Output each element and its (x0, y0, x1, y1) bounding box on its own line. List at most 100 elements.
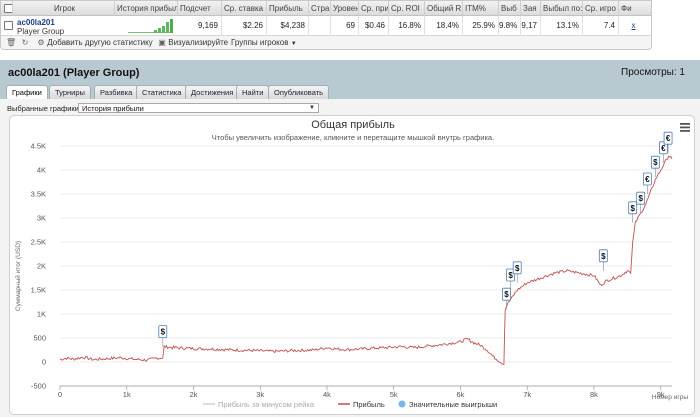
menu-icon[interactable] (680, 123, 690, 132)
big-win-symbol: $ (630, 204, 635, 213)
col-avg-roi[interactable]: Ср. ROI (389, 1, 425, 16)
chart-select[interactable]: История прибыли ▼ (78, 103, 319, 113)
legend-item-profit[interactable]: Прибыль (338, 400, 385, 409)
big-win-markers: $$$$$$$€$€€ (158, 131, 673, 347)
x-tick-label: 7k (523, 390, 531, 399)
chart-container[interactable]: Общая прибыль Чтобы увеличить изображени… (9, 115, 695, 415)
big-win-flag[interactable]: $ (506, 268, 515, 290)
chevron-down-icon: ▼ (290, 41, 297, 47)
cell-avg-stake: $2.26 (222, 16, 267, 36)
tab-tournaments[interactable]: Турниры (49, 85, 91, 99)
add-stat-label: Добавить другую статистику (47, 38, 153, 47)
chart-title: Общая прибыль (311, 119, 395, 131)
cell-total-roi: 18.4% (425, 16, 463, 36)
trash-icon[interactable]: 🗑 (6, 38, 17, 47)
col-itm[interactable]: ITM% (463, 1, 499, 16)
table-header: Игрок История прибыл Подсчет Ср. ставка … (1, 1, 651, 16)
add-stat-button[interactable]: ⚙ Добавить другую статистику (37, 38, 153, 48)
col-level[interactable]: Уровен (331, 1, 359, 16)
x-tick-label: 1k (123, 390, 131, 399)
col-profit[interactable]: Прибыль (267, 1, 309, 16)
x-tick-label: 6k (457, 390, 465, 399)
col-total-roi[interactable]: Общий R (425, 1, 463, 16)
profit-series-line (59, 155, 673, 365)
select-all-checkbox[interactable] (4, 4, 12, 13)
y-tick-label: 2K (37, 262, 46, 271)
x-tick-label: 2k (190, 390, 198, 399)
big-win-flag[interactable]: € (642, 172, 652, 194)
x-tick-label: 4k (323, 390, 331, 399)
views-count: Просмотры: 1 (621, 67, 685, 78)
chart-select-value: История прибыли (82, 104, 144, 113)
col-avg-players[interactable]: Ср. игро (583, 1, 619, 16)
y-tick-label: 0 (42, 358, 46, 367)
col-count[interactable]: Подсчет (178, 1, 222, 16)
page-title: ac00la201 (Player Group) (8, 67, 140, 79)
player-groups-dropdown[interactable]: Группы игроков ▼ (231, 38, 297, 48)
col-profit-history[interactable]: История прибыл (115, 1, 178, 16)
col-won[interactable]: Выб (499, 1, 521, 16)
selected-charts-label: Выбранные графики: (7, 104, 81, 113)
visualize-button[interactable]: ▣ Визуализируйте (158, 38, 228, 48)
y-axis-label: Суммарный итог (USD) (14, 241, 22, 311)
legend-item-big-wins[interactable]: Значительные выигрыши (398, 400, 498, 409)
y-tick-labels: -500 0 500 1K 1.5K 2K 2.5K 3K 3.5K 4K 4.5K (31, 142, 46, 391)
tab-charts[interactable]: Графики (6, 85, 48, 99)
big-win-symbol: $ (508, 271, 513, 280)
big-win-flag[interactable]: € (658, 141, 668, 163)
big-win-flag[interactable]: $ (512, 261, 522, 283)
big-win-symbol: € (666, 134, 671, 143)
col-knocked-out[interactable]: Выбыл по: (541, 1, 583, 16)
col-entries[interactable]: Зая (521, 1, 541, 16)
tab-breakdown[interactable]: Разбивка (94, 85, 139, 99)
y-tick-label: 3.5K (31, 190, 46, 199)
legend-item-rake[interactable]: Прибыль за минусом рейка (203, 400, 315, 409)
player-name-link[interactable]: ac00la201 (17, 18, 55, 27)
big-win-flag[interactable]: $ (636, 191, 646, 214)
col-player[interactable]: Игрок (13, 1, 115, 16)
x-tick-label: 3k (256, 390, 264, 399)
x-tick-label: 5k (390, 390, 398, 399)
y-tick-label: -500 (31, 382, 46, 391)
big-win-symbol: $ (504, 290, 509, 299)
cell-avg-roi: 16.8% (389, 16, 425, 36)
player-groups-label: Группы игроков (231, 38, 289, 47)
big-win-flag[interactable]: € (663, 131, 673, 154)
gear-icon: ⚙ (37, 38, 45, 47)
big-win-flag[interactable]: $ (598, 249, 608, 271)
big-win-flag[interactable]: $ (628, 201, 638, 223)
tab-content: Выбранные графики: История прибыли ▼ Общ… (0, 99, 700, 417)
stats-table: Игрок История прибыл Подсчет Ср. ставка … (0, 0, 652, 50)
tab-publish[interactable]: Опубликовать (268, 85, 330, 99)
col-filter[interactable]: Фи (621, 4, 632, 13)
refresh-icon[interactable]: ↻ (21, 38, 29, 47)
profit-chart[interactable]: Общая прибыль Чтобы увеличить изображени… (10, 116, 696, 416)
table-row[interactable]: ac00la201 Player Group 9,169 $2.26 $4,23… (1, 16, 651, 36)
big-win-flag[interactable]: $ (502, 287, 511, 310)
col-country[interactable]: Стра (309, 1, 331, 16)
cell-entries: 9,17 (521, 16, 541, 36)
y-tick-label: 4K (37, 166, 46, 175)
player-group-panel: ac00la201 (Player Group) Просмотры: 1 Гр… (0, 60, 700, 417)
y-tick-label: 3K (37, 214, 46, 223)
col-avg-stake[interactable]: Ср. ставка (222, 1, 267, 16)
big-win-flag[interactable]: $ (158, 325, 168, 347)
big-win-symbol: $ (601, 252, 606, 261)
legend-big-wins-label: Значительные выигрыши (409, 400, 497, 409)
y-tick-label: 2.5K (31, 238, 46, 247)
cell-count: 9,169 (178, 16, 222, 36)
y-tick-label: 4.5K (31, 142, 46, 151)
col-avg-profit[interactable]: Ср. при (359, 1, 389, 16)
cell-profit: $4,238 (267, 16, 309, 36)
select-all-checkbox-cell[interactable] (1, 1, 13, 16)
player-group-label: Player Group (17, 27, 65, 36)
cell-avg-profit: $0.46 (359, 16, 389, 36)
tab-find[interactable]: Найти (236, 85, 270, 99)
big-win-flag[interactable]: $ (650, 155, 660, 178)
tab-statistics[interactable]: Статистика (136, 85, 188, 99)
row-checkbox[interactable] (4, 21, 13, 30)
tab-achievements[interactable]: Достижения (185, 85, 240, 99)
cell-country (309, 16, 331, 36)
legend-profit-label: Прибыль (353, 400, 385, 409)
remove-row-link[interactable]: x (631, 21, 636, 30)
